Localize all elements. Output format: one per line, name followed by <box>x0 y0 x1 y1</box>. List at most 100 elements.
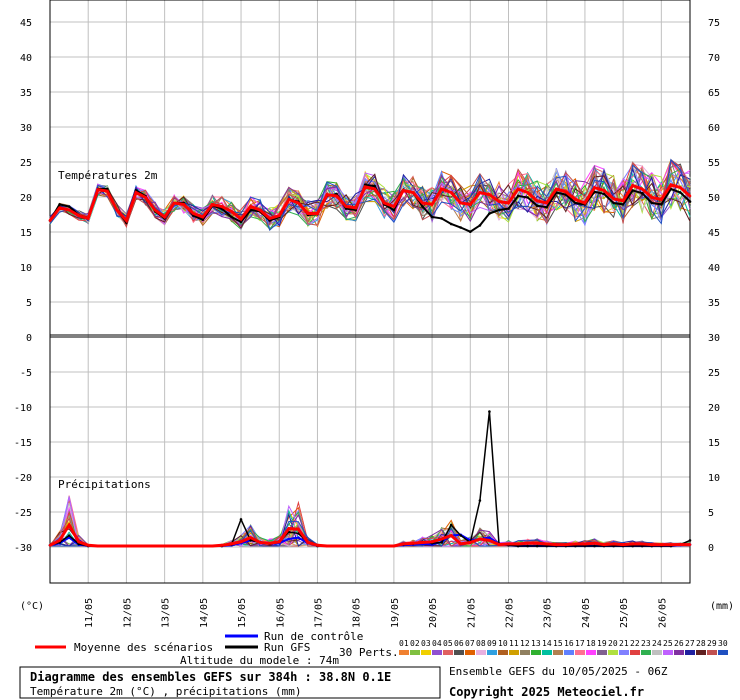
mean-temp-line-point <box>172 201 176 205</box>
mean-precip-line-point <box>96 544 100 548</box>
gfs-temp-line-point <box>201 218 205 222</box>
gfs-temp-line-point <box>440 217 443 220</box>
mean-precip-line-point <box>220 544 224 547</box>
perturbation-legend-label: 22 <box>630 639 640 648</box>
right-tick-label: 15 <box>708 438 720 449</box>
gfs-temp-line-point <box>640 191 644 195</box>
perturbation-legend-label: 19 <box>597 639 607 648</box>
mean-precip-line-point <box>354 544 358 548</box>
gfs-precip-line-point <box>459 534 463 537</box>
mean-precip-line-point <box>478 537 482 541</box>
mean-temp-line-point <box>583 201 587 205</box>
left-tick-label: 10 <box>20 263 32 274</box>
mean-precip-line-point <box>392 544 396 548</box>
copyright: Copyright 2025 Meteociel.fr <box>449 685 644 699</box>
precipitation-panel-title: Précipitations <box>58 478 151 491</box>
mean-precip-line-point <box>516 542 520 546</box>
left-tick-label: 35 <box>20 88 32 99</box>
legend: Moyenne des scénarios Run de contrôle Ru… <box>35 630 728 667</box>
mean-precip-line-point <box>201 544 205 548</box>
date-tick-label: 25/05 <box>619 598 630 628</box>
right-tick-label: 70 <box>708 53 720 64</box>
perturbation-legend-label: 27 <box>685 639 695 648</box>
mean-temp-line-point <box>354 206 358 210</box>
mean-temp-line-point <box>507 201 510 205</box>
perturbation-legend-label: 21 <box>619 639 629 648</box>
mean-precip-line-point <box>631 542 634 546</box>
right-tick-label: 55 <box>708 158 720 169</box>
right-tick-label: 60 <box>708 123 720 134</box>
mean-precip-line-point <box>402 542 405 546</box>
mean-temp-line-point <box>278 214 281 217</box>
right-tick-label: 65 <box>708 88 720 99</box>
perturbation-legend-label: 16 <box>564 639 574 648</box>
date-tick-label: 17/05 <box>313 598 324 628</box>
plot-frame <box>49 0 691 584</box>
mean-precip-line-point <box>411 541 415 545</box>
mean-precip-line-point <box>640 542 644 546</box>
perturbation-legend-swatch <box>619 650 629 655</box>
mean-temp-line-point <box>77 214 80 217</box>
perturbation-legend-label: 05 <box>443 639 453 648</box>
mean-temp-line-point <box>497 200 501 203</box>
mean-precip-line-point <box>134 544 138 548</box>
mean-precip-line-point <box>163 544 166 548</box>
mean-precip-line-point <box>325 544 329 548</box>
gfs-precip-line-point <box>67 534 71 537</box>
mean-precip-line-point <box>688 543 692 546</box>
mean-temp-line-point <box>555 187 558 191</box>
mean-precip-line-point <box>564 543 568 546</box>
mean-temp-line-point <box>192 212 195 215</box>
gfs-temp-line-point <box>631 189 634 192</box>
mean-temp-line-point <box>669 183 673 187</box>
gfs-temp-line-point <box>535 204 539 208</box>
grid <box>49 0 691 584</box>
mean-temp-line-point <box>679 186 682 189</box>
mean-temp-line-point <box>239 217 243 221</box>
perturbation-legend-label: 12 <box>520 639 530 648</box>
gfs-temp-line-point <box>430 215 434 219</box>
perturbation-legend-label: 02 <box>410 639 420 648</box>
mean-precip-line-point <box>230 542 233 546</box>
mean-temp-line-point <box>660 198 663 201</box>
perturbation-legend-swatch <box>410 650 420 655</box>
mean-temp-line-point <box>488 193 491 196</box>
perturbation-legend-label: 23 <box>641 639 651 648</box>
perturbation-legend-swatch <box>685 650 695 655</box>
perturbation-legend-label: 13 <box>531 639 541 648</box>
main-series-lines <box>48 183 692 548</box>
mean-precip-line-point <box>67 523 71 527</box>
footer-subtitle: Température 2m (°C) , précipitations (mm… <box>30 685 302 698</box>
mean-precip-line-point <box>192 544 195 548</box>
perturbation-legend-label: 17 <box>575 639 585 648</box>
mean-precip-line-point <box>106 544 109 548</box>
gfs-temp-line-point <box>688 200 692 203</box>
mean-precip-line-point <box>449 534 453 537</box>
perturbation-legend-swatch <box>652 650 662 655</box>
mean-precip-line-point <box>555 543 558 546</box>
gfs-temp-line-point <box>602 192 606 196</box>
perturbation-legend-label: 26 <box>674 639 684 648</box>
date-tick-label: 23/05 <box>543 598 554 628</box>
right-tick-label: 5 <box>708 508 714 519</box>
mean-precip-line-point <box>650 543 654 546</box>
perturbation-legend-swatch <box>509 650 519 655</box>
left-tick-label: 0 <box>26 333 32 344</box>
mean-temp-line-point <box>297 201 300 205</box>
right-axis-unit: (mm) <box>710 601 734 612</box>
mean-temp-line-point <box>153 208 157 212</box>
mean-precip-line-point <box>86 544 90 547</box>
gfs-temp-line-point <box>67 205 71 208</box>
mean-precip-line-point <box>316 544 319 547</box>
right-tick-label: 35 <box>708 298 720 309</box>
mean-precip-line-point <box>526 541 529 545</box>
mean-precip-line-point <box>593 541 596 545</box>
perturbation-legend-swatch <box>542 650 552 655</box>
gfs-temp-line-point <box>679 191 682 194</box>
mean-temp-line-point <box>287 198 291 201</box>
gfs-precip-line-point <box>239 518 243 521</box>
mean-temp-line-point <box>86 217 90 220</box>
gfs-precip-line-point <box>449 523 453 527</box>
mean-temp-line-point <box>96 188 100 191</box>
